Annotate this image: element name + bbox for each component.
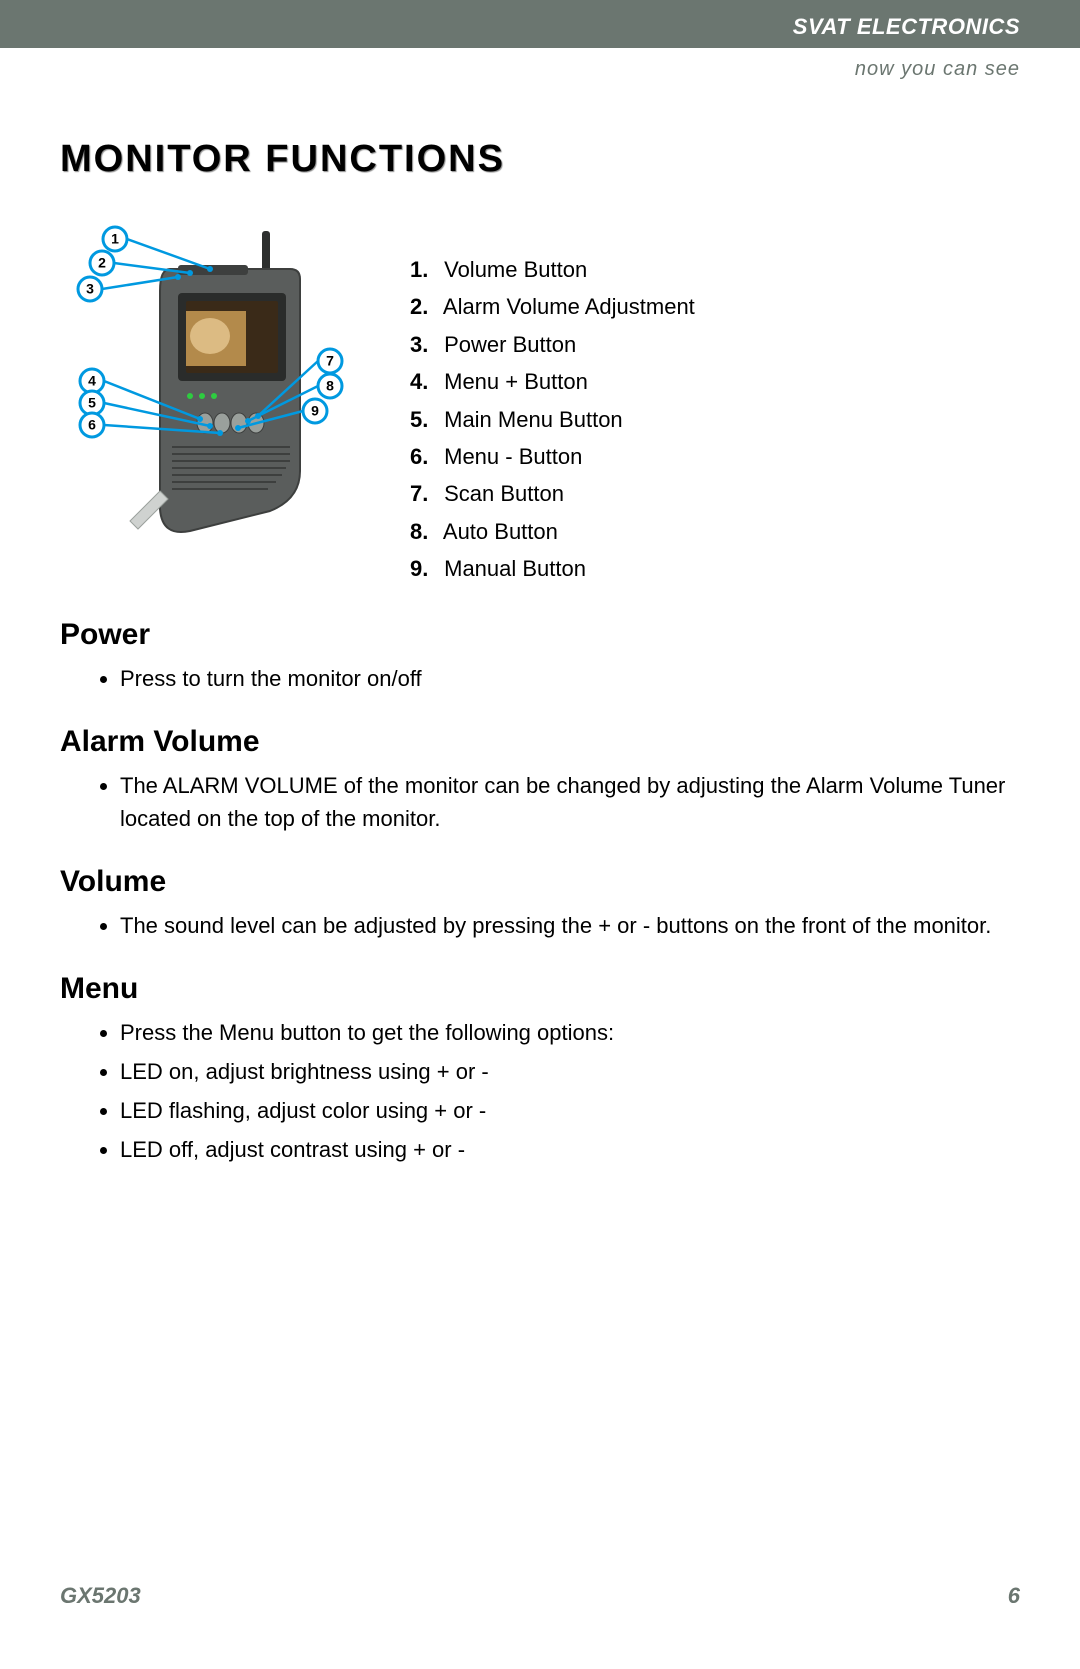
legend-item: 7. Scan Button: [410, 475, 1020, 512]
legend-number: 1.: [410, 251, 438, 288]
legend-number: 2.: [410, 288, 438, 325]
device-diagram: 123 4 5 6 7 89: [60, 221, 360, 561]
svg-text:4: 4: [88, 373, 96, 389]
section-alarm-list: The ALARM VOLUME of the monitor can be c…: [60, 769, 1020, 835]
svg-text:5: 5: [88, 395, 96, 411]
legend-item: 2. Alarm Volume Adjustment: [410, 288, 1020, 325]
legend-item: 6. Menu - Button: [410, 438, 1020, 475]
legend-label: Menu + Button: [438, 369, 588, 394]
page-title: MONITOR FUNCTIONS: [60, 138, 1020, 181]
list-item: Press to turn the monitor on/off: [120, 662, 1020, 695]
section-menu-title: Menu: [60, 972, 1020, 1006]
legend-number: 3.: [410, 326, 438, 363]
legend-number: 5.: [410, 401, 438, 438]
legend-label: Scan Button: [438, 481, 564, 506]
section-power-list: Press to turn the monitor on/off: [60, 662, 1020, 695]
list-item: LED off, adjust contrast using + or -: [120, 1133, 1020, 1166]
legend-label: Alarm Volume Adjustment: [438, 294, 695, 319]
svg-text:1: 1: [111, 231, 119, 247]
legend-number: 7.: [410, 475, 438, 512]
legend-label: Manual Button: [438, 556, 586, 581]
legend-label: Auto Button: [438, 519, 558, 544]
footer-page-number: 6: [1008, 1583, 1020, 1609]
footer-model: GX5203: [60, 1583, 141, 1609]
page-footer: GX5203 6: [60, 1583, 1020, 1609]
legend-label: Menu - Button: [438, 444, 582, 469]
legend-number: 8.: [410, 513, 438, 550]
legend-item: 8. Auto Button: [410, 513, 1020, 550]
section-volume-title: Volume: [60, 865, 1020, 899]
legend-item: 1. Volume Button: [410, 251, 1020, 288]
svg-text:3: 3: [86, 281, 94, 297]
brand-text: SVAT ELECTRONICS: [793, 14, 1020, 40]
legend-number: 6.: [410, 438, 438, 475]
legend-number: 9.: [410, 550, 438, 587]
tagline-text: now you can see: [855, 58, 1020, 81]
legend-item: 4. Menu + Button: [410, 363, 1020, 400]
list-item: Press the Menu button to get the followi…: [120, 1016, 1020, 1049]
svg-text:8: 8: [326, 378, 334, 394]
section-power-title: Power: [60, 618, 1020, 652]
legend-item: 9. Manual Button: [410, 550, 1020, 587]
section-volume-list: The sound level can be adjusted by press…: [60, 909, 1020, 942]
svg-text:2: 2: [98, 255, 106, 271]
svg-text:9: 9: [311, 403, 319, 419]
section-menu-list: Press the Menu button to get the followi…: [60, 1016, 1020, 1166]
list-item: LED on, adjust brightness using + or -: [120, 1055, 1020, 1088]
header-bar: SVAT ELECTRONICS: [0, 0, 1080, 48]
svg-text:6: 6: [88, 417, 96, 433]
legend-list: 1. Volume Button2. Alarm Volume Adjustme…: [410, 221, 1020, 588]
section-alarm-title: Alarm Volume: [60, 725, 1020, 759]
legend-label: Volume Button: [438, 257, 587, 282]
list-item: The sound level can be adjusted by press…: [120, 909, 1020, 942]
legend-number: 4.: [410, 363, 438, 400]
list-item: The ALARM VOLUME of the monitor can be c…: [120, 769, 1020, 835]
list-item: LED flashing, adjust color using + or -: [120, 1094, 1020, 1127]
legend-item: 5. Main Menu Button: [410, 401, 1020, 438]
legend-label: Main Menu Button: [438, 407, 623, 432]
legend-label: Power Button: [438, 332, 576, 357]
legend-item: 3. Power Button: [410, 326, 1020, 363]
svg-text:7: 7: [326, 353, 334, 369]
